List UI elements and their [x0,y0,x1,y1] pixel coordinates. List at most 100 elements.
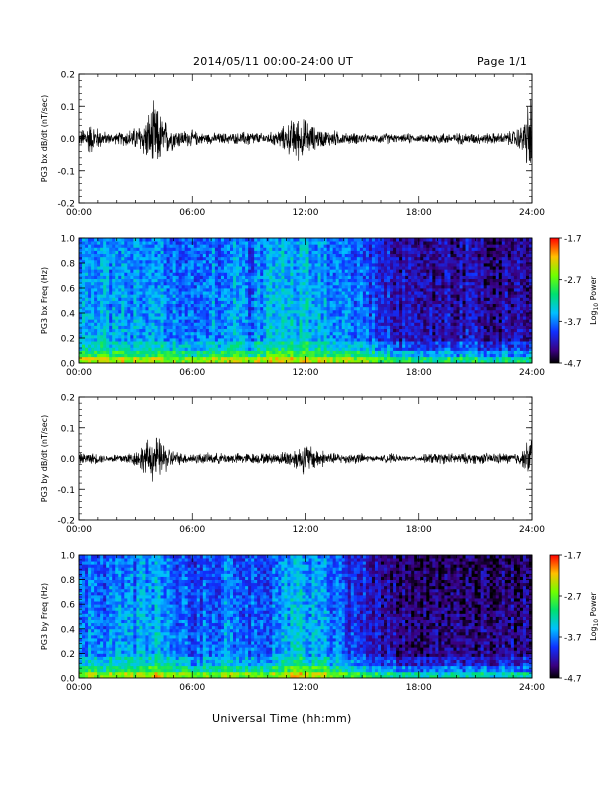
heatmap-cell [384,294,388,298]
heatmap-cell [106,359,110,364]
heatmap-cell [278,313,282,317]
heatmap-cell [399,284,403,289]
heatmap-cell [359,347,364,351]
heatmap-cell [211,347,216,351]
heatmap-cell [82,334,86,339]
heatmap-cell [79,325,83,330]
heatmap-cell [242,288,246,292]
heatmap-cell [181,309,186,314]
heatmap-cell [368,244,373,248]
heatmap-cell [88,241,92,245]
heatmap-cell [335,241,340,245]
heatmap-cell [230,297,234,301]
heatmap-cell [109,259,113,264]
heatmap-cell [423,244,427,248]
heatmap-cell [217,244,222,248]
heatmap-cell [208,250,213,255]
heatmap-cell [154,309,158,314]
heatmap-cell [359,241,364,245]
heatmap-cell [100,263,104,267]
heatmap-cell [269,309,273,314]
heatmap-cell [411,244,415,248]
heatmap-cell [350,316,355,320]
heatmap-cell [335,244,340,248]
heatmap-cell [130,338,134,342]
heatmap-cell [82,256,86,261]
heatmap-cell [308,263,312,267]
heatmap-cell [151,241,155,245]
heatmap-cell [323,244,328,248]
heatmap-cell [435,250,439,255]
heatmap-cell [426,303,430,308]
heatmap-cell [121,353,125,358]
heatmap-cell [272,284,276,289]
heatmap-cell [341,325,346,330]
heatmap-cell [160,250,164,255]
heatmap-cell [100,356,104,361]
heatmap-cell [112,272,116,276]
heatmap-cell [444,297,448,301]
heatmap-cell [214,341,219,345]
heatmap-cell [226,325,231,330]
heatmap-cell [387,338,391,342]
heatmap-cell [196,338,201,342]
heatmap-cell [432,328,436,333]
heatmap-cell [184,247,189,251]
heatmap-cell [362,238,367,242]
heatmap-cell [371,297,376,301]
heatmap-cell [205,250,210,255]
heatmap-cell [317,272,321,276]
heatmap-cell [441,313,445,317]
heatmap-cell [154,250,158,255]
heatmap-cell [423,328,427,333]
heatmap-cell [151,334,155,339]
heatmap-cell [281,272,285,276]
heatmap-cell [133,334,137,339]
heatmap-cell [205,263,210,267]
heatmap-cell [399,334,403,339]
heatmap-cell [281,344,285,348]
heatmap-cell [390,319,394,323]
heatmap-cell [79,328,83,333]
heatmap-cell [202,288,207,292]
heatmap-cell [287,334,291,339]
heatmap-cell [284,294,288,298]
heatmap-cell [338,253,343,258]
heatmap-cell [202,269,207,273]
heatmap-cell [335,256,340,261]
heatmap-cell [284,331,288,336]
heatmap-cell [196,297,201,301]
heatmap-cell [332,259,337,264]
heatmap-cell [420,259,424,264]
heatmap-cell [308,272,312,276]
heatmap-cell [371,350,376,355]
heatmap-cell [305,250,309,255]
heatmap-cell [365,359,370,364]
heatmap-cell [420,303,424,308]
heatmap-cell [414,269,418,273]
heatmap-cell [130,288,134,292]
heatmap-cell [124,241,128,245]
heatmap-cell [97,344,101,348]
heatmap-cell [405,338,409,342]
heatmap-cell [432,272,436,276]
heatmap-cell [368,241,373,245]
heatmap-cell [121,359,125,364]
heatmap-cell [284,269,288,273]
heatmap-cell [242,319,246,323]
heatmap-cell [223,272,228,276]
heatmap-cell [178,334,183,339]
heatmap-cell [323,309,328,314]
heatmap-cell [85,353,89,358]
heatmap-cell [109,347,113,351]
heatmap-cell [254,303,258,308]
heatmap-cell [190,269,195,273]
heatmap-cell [257,259,261,264]
heatmap-cell [326,341,331,345]
heatmap-cell [154,303,158,308]
heatmap-cell [374,256,379,261]
heatmap-cell [100,256,104,261]
heatmap-cell [308,303,312,308]
heatmap-cell [302,359,306,364]
heatmap-cell [245,328,249,333]
